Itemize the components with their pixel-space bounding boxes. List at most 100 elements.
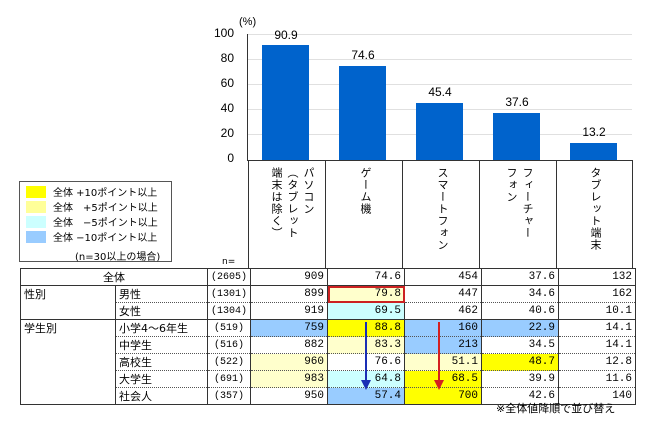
legend-label: 全体 −10ポイント以上	[53, 233, 158, 244]
legend-swatch-icon	[26, 215, 46, 228]
cell: 57.4	[327, 387, 406, 405]
table-row: 性別 男性 (1301) 899 79.8 447 34.6 162	[20, 285, 636, 320]
footnote: ※全体値降順で並び替え	[496, 402, 616, 415]
group-label: 性別	[20, 285, 116, 320]
column-header-tablet: タブレット端末	[556, 161, 633, 269]
y-tick-80: 80	[220, 51, 234, 65]
cell: 160	[404, 319, 483, 337]
legend-swatch-icon	[26, 230, 46, 243]
column-header-text: フィーチャー	[521, 167, 534, 239]
cell: 919	[250, 302, 329, 320]
column-header-game: ゲーム機	[325, 161, 402, 269]
cell: 983	[250, 370, 329, 388]
cell: 68.5	[404, 370, 483, 388]
bar-label-smartphone: 45.4	[428, 85, 452, 99]
y-tick-60: 60	[220, 76, 234, 90]
row-n: (519)	[207, 319, 252, 337]
legend-label: 全体 +10ポイント以上	[53, 188, 158, 199]
row-n: (691)	[207, 370, 252, 388]
table-row: 社会人 (357) 950 57.4 700 42.6 140	[21, 387, 636, 405]
cell: 11.6	[558, 370, 636, 388]
y-axis-unit: (%)	[239, 16, 257, 28]
table-row: 中学生 (516) 882 83.3 213 34.5 14.1	[21, 336, 636, 354]
legend-note: (n=30以上の場合)	[75, 252, 161, 263]
cell: 48.7	[481, 353, 560, 371]
cell: 34.5	[481, 336, 560, 354]
legend-swatch-icon	[26, 185, 46, 198]
cell: 700	[404, 387, 483, 405]
column-header-text: （タブレット	[286, 167, 299, 239]
data-table: 全体 (2605) 909 74.6 454 37.6 132 性別 男性 (1…	[20, 268, 637, 405]
bar-label-tablet: 13.2	[582, 125, 606, 139]
table-row: 女性 (1304) 919 69.5 462 40.6 10.1	[21, 302, 636, 320]
row-n: (1301)	[207, 285, 252, 303]
cell: 909	[250, 268, 329, 286]
column-header-text: フォン	[505, 167, 518, 203]
y-tick-20: 20	[220, 126, 234, 140]
cell: 162	[558, 285, 636, 303]
row-label: 全体	[20, 268, 208, 286]
y-tick-40: 40	[220, 101, 234, 115]
row-label: 中学生	[115, 336, 208, 354]
table-row: 学生別 小学4〜6年生 (519) 759 88.8 160 22.9 14.1	[20, 319, 636, 405]
gridline	[248, 34, 632, 35]
column-header-text: ゲーム機	[359, 167, 372, 215]
cell: 51.1	[404, 353, 483, 371]
row-label: 男性	[115, 285, 208, 303]
bar-label-featurephone: 37.6	[505, 95, 529, 109]
legend-item: 全体 −10ポイント以上	[26, 230, 158, 244]
gridline	[248, 59, 632, 60]
bar-label-pc: 90.9	[274, 28, 298, 42]
cell: 69.5	[327, 302, 406, 320]
row-label: 社会人	[115, 387, 208, 405]
arrow-down-blue-icon	[361, 322, 371, 390]
cell-highlighted: 79.8	[327, 285, 406, 303]
cell: 39.9	[481, 370, 560, 388]
legend: 全体 +10ポイント以上 全体 +5ポイント以上 全体 −5ポイント以上 全体 …	[19, 181, 172, 263]
bar-tablet	[570, 143, 617, 160]
column-header-pc: パソコン （タブレット 端末は除く）	[248, 161, 325, 269]
row-label: 大学生	[115, 370, 208, 388]
column-header-text: 端末は除く）	[270, 167, 283, 239]
cell: 759	[250, 319, 329, 337]
cell: 213	[404, 336, 483, 354]
legend-label: 全体 −5ポイント以上	[53, 218, 158, 229]
arrow-down-red-icon	[434, 322, 444, 390]
legend-item: 全体 −5ポイント以上	[26, 215, 158, 229]
bar-pc	[262, 45, 309, 160]
bar-featurephone	[493, 113, 540, 160]
y-tick-100: 100	[213, 26, 234, 40]
cell: 960	[250, 353, 329, 371]
legend-item: 全体 +5ポイント以上	[26, 200, 158, 214]
cell: 454	[404, 268, 483, 286]
cell: 14.1	[558, 319, 636, 337]
cell: 37.6	[481, 268, 560, 286]
bar-game	[339, 66, 386, 160]
n-label: n=	[222, 257, 236, 267]
column-header-smartphone: スマートフォン	[402, 161, 479, 269]
row-n: (2605)	[207, 268, 252, 286]
column-header-featurephone: フィーチャー フォン	[479, 161, 556, 269]
legend-item: 全体 +10ポイント以上	[26, 185, 158, 199]
cell: 462	[404, 302, 483, 320]
column-header-text: タブレット端末	[589, 167, 602, 251]
y-axis	[247, 34, 248, 161]
bar-smartphone	[416, 103, 463, 160]
bar-label-game: 74.6	[351, 48, 375, 62]
table-row: 全体 (2605) 909 74.6 454 37.6 132	[20, 268, 636, 286]
row-label: 小学4〜6年生	[115, 319, 208, 337]
cell: 42.6	[481, 387, 560, 405]
legend-swatch-icon	[26, 200, 46, 213]
cell: 447	[404, 285, 483, 303]
group-label: 学生別	[20, 319, 116, 405]
cell: 140	[558, 387, 636, 405]
cell: 74.6	[327, 268, 406, 286]
x-axis	[247, 160, 633, 161]
row-n: (1304)	[207, 302, 252, 320]
cell: 40.6	[481, 302, 560, 320]
legend-label: 全体 +5ポイント以上	[53, 203, 158, 214]
cell: 34.6	[481, 285, 560, 303]
cell: 950	[250, 387, 329, 405]
row-label: 女性	[115, 302, 208, 320]
cell: 22.9	[481, 319, 560, 337]
